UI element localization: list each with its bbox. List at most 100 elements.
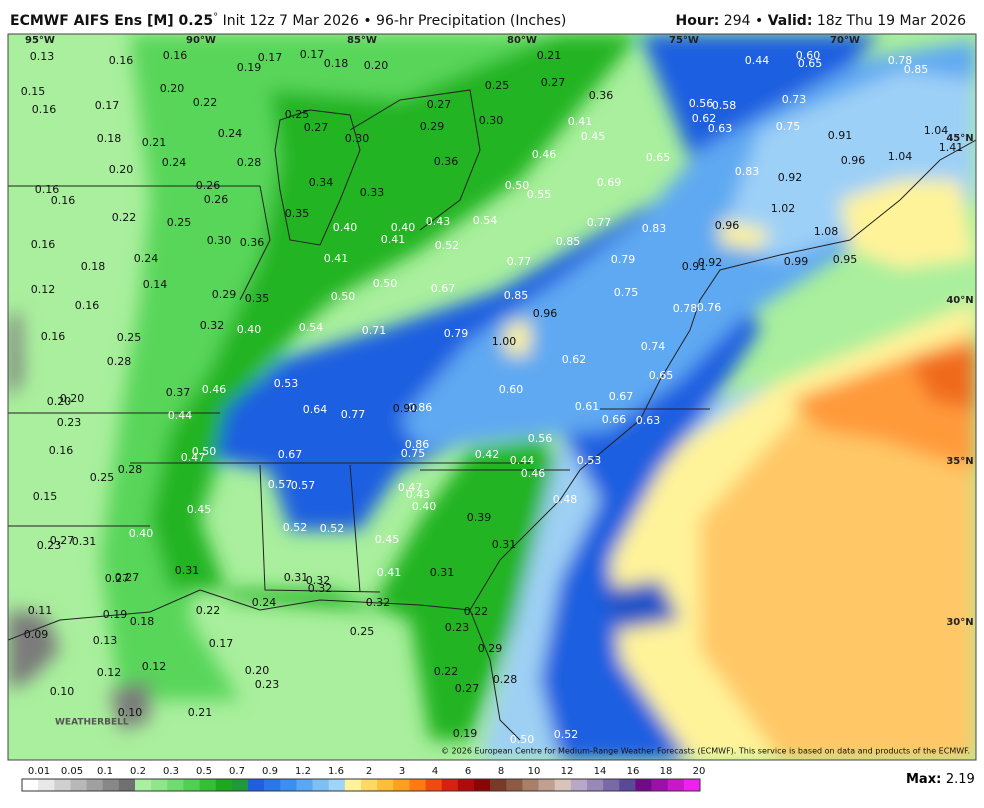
- precip-value: 0.56: [689, 97, 714, 110]
- colorbar-label: 14: [594, 766, 607, 777]
- precip-value: 0.13: [30, 50, 55, 63]
- colorbar-swatch: [135, 779, 152, 791]
- precip-value: 0.86: [408, 401, 433, 414]
- precip-value: 0.50: [505, 179, 530, 192]
- precip-value: 0.28: [107, 355, 132, 368]
- colorbar-swatch: [280, 779, 297, 791]
- precip-value: 0.27: [304, 121, 329, 134]
- precip-value: 0.16: [51, 194, 76, 207]
- precip-value: 0.18: [97, 132, 122, 145]
- precip-value: 0.74: [641, 340, 666, 353]
- map-frame: [7, 33, 977, 761]
- precip-value: 1.08: [814, 225, 839, 238]
- colorbar-swatch: [587, 779, 604, 791]
- colorbar-swatch: [199, 779, 217, 791]
- precip-value: 0.40: [391, 221, 416, 234]
- precip-value: 1.04: [924, 124, 949, 137]
- precip-value: 0.17: [258, 51, 283, 64]
- precip-value: 0.23: [255, 678, 280, 691]
- precip-value: 0.19: [237, 61, 262, 74]
- precip-value: 0.41: [568, 115, 593, 128]
- precip-value: 0.60: [499, 383, 524, 396]
- precip-value: 0.27: [115, 571, 140, 584]
- colorbar-swatch: [554, 779, 572, 791]
- precip-value: 0.26: [196, 179, 221, 192]
- precip-value: 0.69: [597, 176, 622, 189]
- precip-value: 0.12: [31, 283, 56, 296]
- precip-value: 0.67: [278, 448, 303, 461]
- precip-value: 0.36: [240, 236, 265, 249]
- precip-value: 0.71: [362, 324, 387, 337]
- colorbar-label: 0.01: [28, 766, 50, 777]
- precip-value: 0.28: [493, 673, 518, 686]
- colorbar: 0.01 0.05 0.1 0.2 0.3 0.5 0.7 0.9 1.2 1.6 2 3 4 6 8 10 1…: [21, 766, 706, 792]
- precip-value: 0.75: [401, 447, 426, 460]
- precip-value: 0.19: [103, 608, 128, 621]
- precip-value: 0.53: [577, 454, 602, 467]
- precip-value: 0.20: [60, 392, 85, 405]
- colorbar-label: 10: [528, 766, 541, 777]
- colorbar-label: 20: [693, 766, 706, 777]
- precip-value: 0.10: [50, 685, 75, 698]
- colorbar-swatch: [102, 779, 120, 791]
- precip-value: 0.91: [682, 260, 707, 273]
- precip-value: 0.30: [207, 234, 232, 247]
- precip-value: 0.29: [420, 120, 445, 133]
- precip-value: 0.09: [24, 628, 49, 641]
- precip-value: 0.45: [187, 503, 212, 516]
- colorbar-label: 1.6: [328, 766, 344, 777]
- precip-value: 1.04: [888, 150, 913, 163]
- colorbar-swatch: [570, 779, 588, 791]
- precip-value: 1.00: [492, 335, 517, 348]
- precip-value: 0.35: [285, 207, 310, 220]
- precip-value: 0.76: [697, 301, 722, 314]
- precip-value: 0.21: [537, 49, 562, 62]
- precip-value: 0.25: [485, 79, 510, 92]
- precip-value: 0.32: [200, 319, 225, 332]
- precip-value: 0.52: [283, 521, 308, 534]
- precip-value: 0.15: [33, 490, 58, 503]
- precip-value: 0.92: [778, 171, 803, 184]
- precip-value: 0.23: [37, 539, 62, 552]
- precip-value: 0.16: [109, 54, 134, 67]
- lat-label: 35°N: [946, 456, 973, 467]
- precip-value: 0.62: [692, 112, 717, 125]
- precip-value: 0.22: [193, 96, 218, 109]
- precip-value: 0.19: [453, 727, 478, 740]
- colorbar-swatch: [167, 779, 184, 791]
- colorbar-swatch: [683, 779, 701, 791]
- colorbar-label: 4: [432, 766, 438, 777]
- logo: WEATHERBELL: [55, 718, 129, 728]
- colorbar-swatch: [457, 779, 475, 791]
- precip-value: 0.65: [649, 369, 674, 382]
- precip-value: 0.47: [398, 481, 423, 494]
- precip-value: 0.25: [90, 471, 115, 484]
- precip-value: 0.40: [333, 221, 358, 234]
- precip-value: 0.57: [268, 478, 293, 491]
- precip-value: 0.20: [109, 163, 134, 176]
- precip-value: 0.45: [581, 130, 606, 143]
- precip-value: 0.24: [252, 596, 277, 609]
- precip-value: 0.85: [904, 63, 929, 76]
- precip-value: 0.65: [798, 57, 823, 70]
- precip-value: 0.31: [284, 571, 309, 584]
- precip-value: 0.20: [364, 59, 389, 72]
- precip-value: 0.41: [381, 233, 406, 246]
- lon-label: 90°W: [186, 35, 216, 46]
- precip-value: 0.67: [609, 390, 634, 403]
- precip-value: 0.66: [602, 413, 627, 426]
- precip-value: 0.28: [237, 156, 262, 169]
- precip-value: 0.61: [575, 400, 600, 413]
- precip-value: 0.18: [81, 260, 106, 273]
- colorbar-swatch: [215, 779, 233, 791]
- precip-value: 0.55: [527, 188, 552, 201]
- precip-value: 0.47: [181, 451, 206, 464]
- precip-value: 0.77: [587, 216, 612, 229]
- precip-value: 0.13: [93, 634, 118, 647]
- precip-value: 0.33: [360, 186, 385, 199]
- precip-value: 0.50: [192, 445, 217, 458]
- colorbar-label: 2: [366, 766, 372, 777]
- precip-value: 0.29: [212, 288, 237, 301]
- precip-value: 0.75: [776, 120, 801, 133]
